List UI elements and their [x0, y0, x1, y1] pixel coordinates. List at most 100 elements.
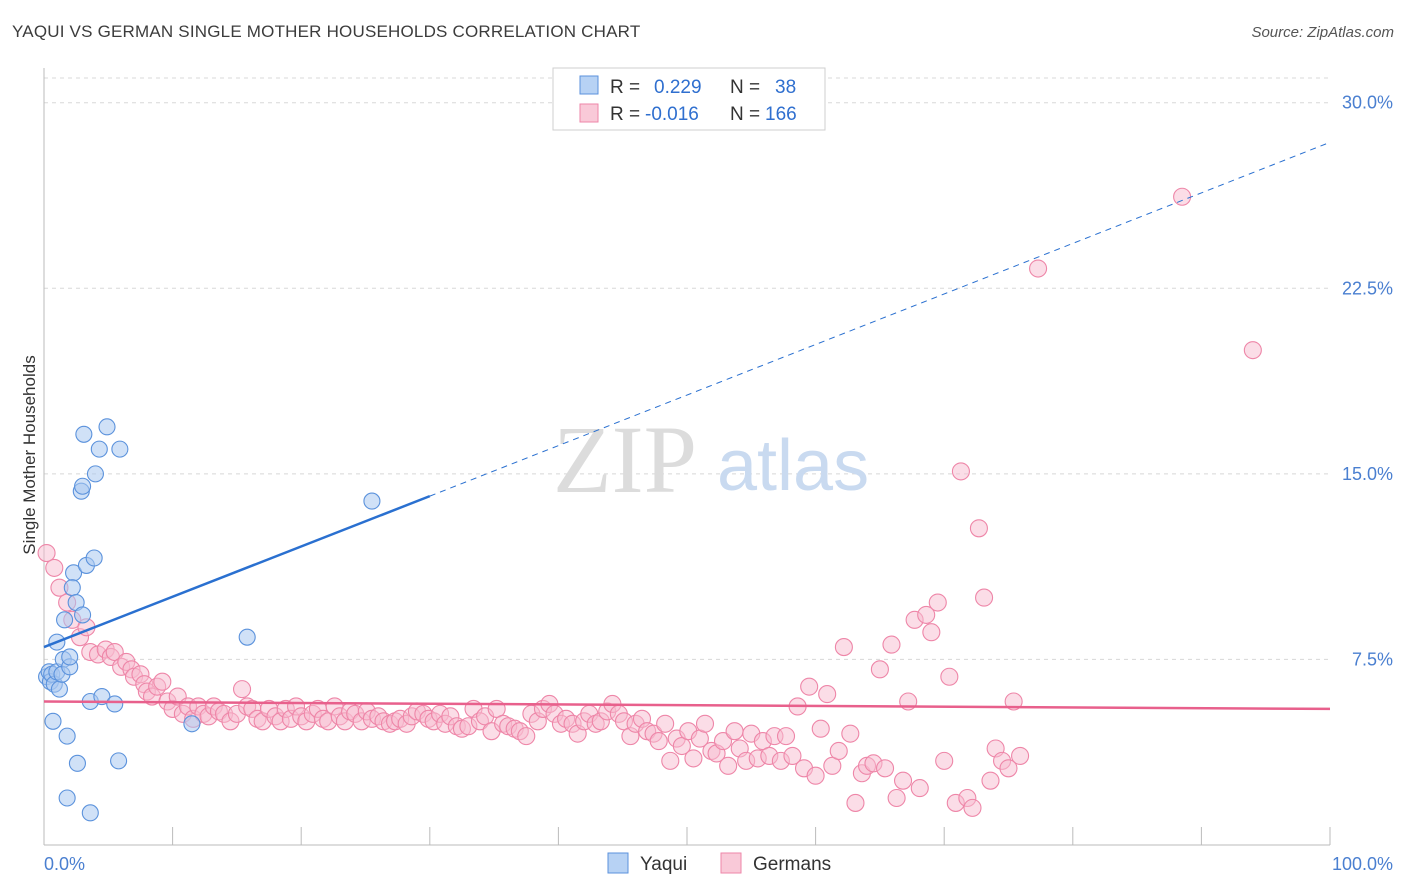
german-point [922, 623, 941, 642]
legend-yaqui-swatch [579, 75, 599, 95]
yaqui-point [68, 754, 86, 772]
german-point [656, 714, 675, 733]
yaqui-point [58, 727, 76, 745]
german-point [649, 732, 668, 751]
german-point [661, 751, 680, 770]
german-point [917, 605, 936, 624]
yaqui-point [111, 440, 129, 458]
legend-yaqui-n-value: 38 [775, 77, 796, 98]
yaqui-point [183, 715, 201, 733]
yaqui-point [63, 579, 81, 597]
german-point [928, 593, 947, 612]
watermark-atlas: atlas [717, 426, 869, 506]
german-point [834, 638, 853, 657]
watermark-zip: ZIP [553, 406, 697, 513]
yaqui-point [238, 628, 256, 646]
german-point [811, 719, 830, 738]
german-point [969, 519, 988, 538]
legend-germans-swatch [579, 103, 599, 123]
german-point [981, 771, 1000, 790]
legend-germans-r-value: -0.016 [645, 104, 699, 125]
legend-germans-n-label: N = [730, 104, 760, 125]
german-point [1011, 746, 1030, 765]
german-point [517, 727, 536, 746]
yaqui-point [50, 680, 68, 698]
german-point [783, 746, 802, 765]
german-point [695, 714, 715, 733]
german-point [725, 722, 744, 741]
y-tick-label: 22.5% [1342, 278, 1393, 298]
chart-title: YAQUI VS GERMAN SINGLE MOTHER HOUSEHOLDS… [12, 22, 641, 41]
german-point [153, 672, 172, 691]
german-point [776, 727, 796, 746]
german-point [951, 462, 970, 481]
yaqui-point [75, 425, 93, 443]
german-point [1173, 187, 1192, 206]
x-tick-label-min: 0.0% [44, 854, 85, 874]
german-point [1243, 341, 1262, 360]
bottom-legend-germans-swatch [720, 852, 742, 874]
german-point [870, 660, 889, 679]
y-tick-label: 15.0% [1342, 464, 1393, 484]
legend-yaqui-r-value: 0.229 [654, 77, 702, 98]
bottom-legend-germans-label: Germans [753, 854, 831, 875]
yaqui-point [110, 752, 128, 770]
german-point [887, 788, 906, 808]
german-point [829, 741, 848, 761]
german-point [999, 759, 1018, 778]
german-point [963, 798, 982, 817]
germans-trend-line [43, 700, 1331, 711]
trend-lines [43, 141, 1331, 711]
yaqui-point [74, 477, 92, 495]
yaqui-point [363, 492, 381, 510]
yaqui-point [90, 440, 108, 458]
x-tick-label-max: 100.0% [1332, 854, 1393, 874]
german-point [940, 667, 959, 686]
bottom-legend-yaqui-label: Yaqui [640, 854, 687, 875]
german-point [935, 751, 954, 770]
german-point [719, 756, 738, 775]
legend-yaqui-r-label: R = [610, 77, 640, 98]
yaqui-point [86, 465, 104, 483]
german-point [45, 558, 64, 577]
yaqui-point [93, 687, 111, 706]
german-point [882, 635, 901, 654]
german-point [713, 732, 733, 751]
german-point [806, 766, 825, 785]
watermark: ZIP atlas [553, 406, 869, 513]
yaqui-point [44, 712, 62, 730]
german-point [910, 779, 929, 798]
german-point [1029, 259, 1048, 278]
y-tick-label: 7.5% [1352, 649, 1393, 669]
yaqui-point [85, 549, 103, 567]
german-point [975, 588, 994, 607]
yaqui-point [74, 606, 92, 624]
german-point [893, 771, 913, 790]
bottom-legend-yaqui-swatch [607, 852, 629, 874]
legend-germans-n-value: 166 [765, 104, 797, 125]
yaqui-point [56, 611, 74, 629]
german-point [232, 680, 252, 699]
yaqui-trend-extension [429, 141, 1331, 497]
y-axis-title: Single Mother Households [20, 355, 39, 554]
german-point [684, 749, 703, 768]
y-tick-label: 30.0% [1342, 93, 1393, 113]
bottom-legend: Yaqui Germans [607, 852, 831, 875]
legend-yaqui-n-label: N = [730, 77, 760, 98]
tick-labels: 7.5% 15.0% 22.5% 30.0% 0.0% 100.0% [44, 93, 1393, 874]
yaqui-point [58, 789, 76, 807]
yaqui-point [61, 648, 79, 666]
legend: R = 0.229 N = 38 R = -0.016 N = 166 [552, 67, 826, 131]
chart-source: Source: ZipAtlas.com [1251, 24, 1394, 41]
legend-germans-r-label: R = [610, 104, 640, 125]
yaqui-point [81, 804, 99, 822]
german-point [875, 759, 895, 778]
german-point [818, 685, 837, 704]
yaqui-points [38, 418, 381, 822]
german-point [1004, 692, 1023, 711]
german-point [800, 677, 819, 696]
german-point [841, 724, 860, 743]
german-point [846, 793, 865, 812]
yaqui-point [106, 695, 124, 713]
